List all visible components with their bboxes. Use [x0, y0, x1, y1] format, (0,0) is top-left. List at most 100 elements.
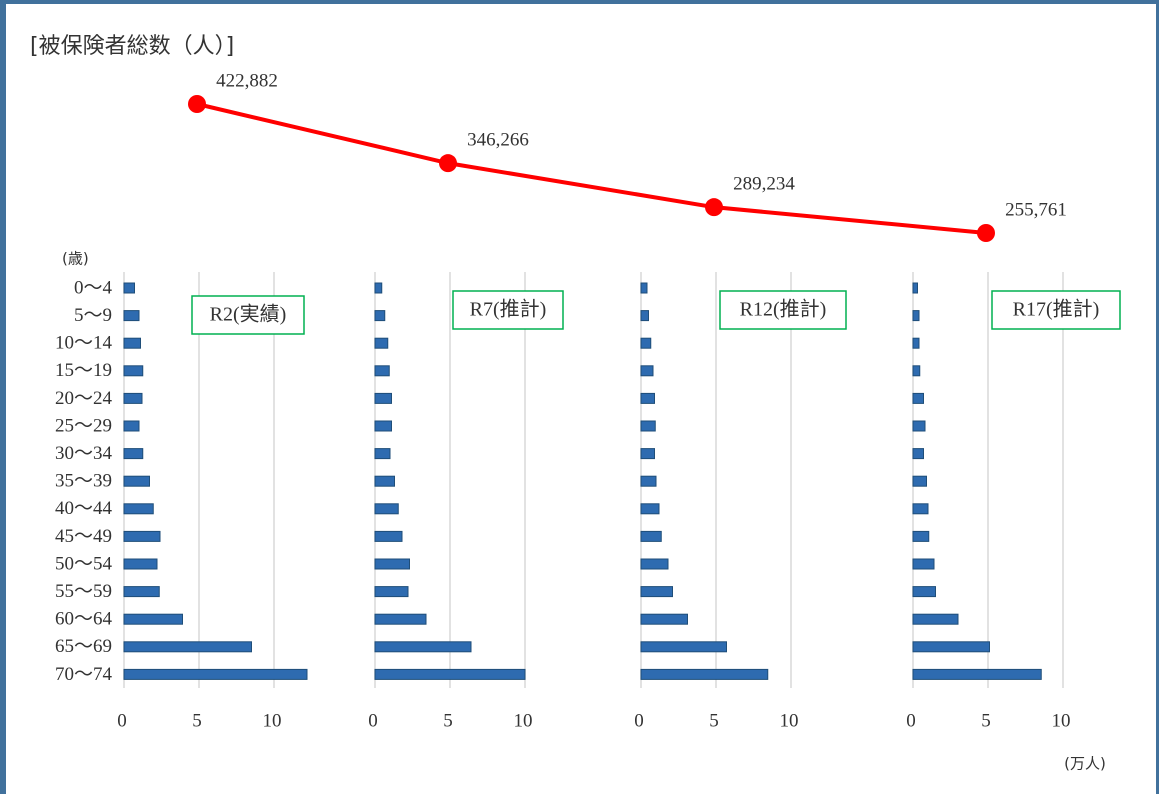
bar: [123, 503, 154, 515]
data-label: 346,266: [467, 129, 529, 150]
frame-right: [1156, 0, 1159, 794]
bar: [374, 448, 391, 460]
bar: [374, 586, 409, 598]
bar: [123, 558, 158, 570]
bar: [912, 392, 924, 404]
y-tick-label: 30～34: [55, 443, 113, 464]
y-axis-label: (歳): [62, 250, 89, 268]
bar: [640, 365, 654, 377]
bar: [123, 448, 144, 460]
bar: [640, 641, 727, 653]
data-label: 255,761: [1005, 199, 1067, 220]
y-tick-label: 0～4: [74, 277, 113, 298]
data-label: 289,234: [733, 174, 795, 195]
panel-label: R2(実績): [210, 303, 287, 326]
bar: [640, 558, 669, 570]
bar: [640, 282, 648, 294]
y-tick-label: 25～29: [55, 415, 112, 436]
bar: [912, 365, 921, 377]
x-tick-label: 0: [117, 710, 127, 731]
bar: [374, 475, 395, 487]
y-tick-label: 20～24: [55, 388, 113, 409]
bar: [374, 558, 410, 570]
bar: [912, 530, 930, 542]
panel-label: R17(推計): [1013, 298, 1100, 321]
bar: [374, 641, 472, 653]
data-label: 422,882: [216, 70, 278, 91]
bar: [640, 586, 673, 598]
bar: [374, 282, 383, 294]
chart-title: [被保険者総数（人）]: [30, 34, 234, 59]
y-tick-label: 70～74: [55, 664, 113, 685]
y-tick-label: 50～54: [55, 553, 113, 574]
bar: [912, 668, 1042, 680]
bar: [912, 558, 935, 570]
bar: [912, 586, 936, 598]
bar: [912, 613, 959, 625]
bar: [123, 337, 141, 349]
marker: [705, 198, 723, 217]
panel-label: R12(推計): [740, 298, 827, 321]
bar: [123, 365, 144, 377]
x-tick-label: 0: [368, 710, 378, 731]
x-tick-label: 10: [514, 710, 533, 731]
panel-label: R7(推計): [470, 298, 547, 321]
bar: [123, 613, 183, 625]
panel-label-box: [452, 290, 564, 330]
y-tick-label: 5～9: [74, 305, 112, 326]
bar: [640, 392, 655, 404]
panel-label-box: [991, 290, 1121, 330]
bar: [374, 365, 390, 377]
bar: [912, 641, 990, 653]
x-tick-label: 10: [780, 710, 799, 731]
bar: [374, 503, 399, 515]
bar: [374, 530, 403, 542]
bar: [640, 420, 656, 432]
bar: [123, 392, 143, 404]
bar: [640, 448, 655, 460]
bar: [374, 420, 392, 432]
bar: [640, 668, 769, 680]
bar: [123, 475, 150, 487]
bar: [374, 337, 389, 349]
line: [196, 102, 987, 235]
marker: [977, 224, 995, 242]
y-tick-label: 15～19: [55, 360, 112, 381]
bar: [123, 586, 160, 598]
bar: [640, 503, 660, 515]
x-tick-label: 5: [709, 710, 719, 731]
bar: [912, 475, 927, 487]
bar: [640, 337, 652, 349]
bar: [912, 420, 926, 432]
panel-label-box: [191, 295, 305, 335]
bar: [123, 641, 252, 653]
bar: [912, 282, 918, 294]
marker: [188, 95, 206, 113]
y-tick-label: 10～14: [55, 333, 113, 354]
bar: [123, 310, 140, 322]
x-tick-label: 5: [981, 710, 991, 731]
x-tick-label: 10: [1052, 710, 1071, 731]
y-tick-label: 35～39: [55, 471, 112, 492]
bar: [912, 337, 920, 349]
bar: [123, 282, 135, 294]
x-tick-label: 10: [263, 710, 282, 731]
bar: [374, 613, 427, 625]
bar: [374, 310, 386, 322]
x-tick-label: 0: [906, 710, 916, 731]
bar: [374, 392, 392, 404]
frame-left: [0, 0, 6, 794]
bar: [640, 475, 657, 487]
x-tick-label: 0: [634, 710, 644, 731]
bar: [912, 448, 924, 460]
x-axis-label: (万人): [1064, 755, 1106, 773]
bar: [374, 668, 526, 680]
bar: [123, 420, 140, 432]
bar: [640, 530, 662, 542]
bar: [640, 613, 688, 625]
panel-label-box: [719, 290, 847, 330]
y-tick-label: 55～59: [55, 581, 112, 602]
frame-top: [0, 0, 1159, 4]
